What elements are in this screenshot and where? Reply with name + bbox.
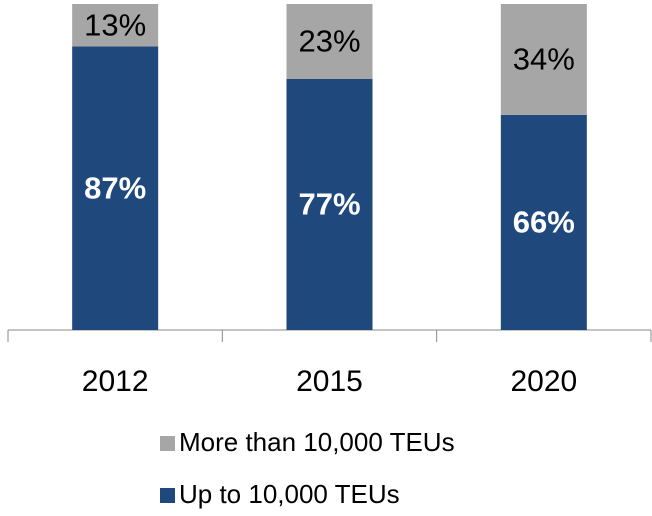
x-tick-label: 2012: [82, 365, 149, 398]
data-label: 23%: [298, 24, 360, 59]
bar-segment: [500, 4, 587, 115]
bar-segment: [72, 46, 159, 330]
x-tick-label: 2020: [510, 365, 577, 398]
x-tick-label: 2015: [296, 365, 363, 398]
bar-segment: [72, 4, 159, 47]
data-label: 87%: [84, 170, 146, 205]
bar-segment: [500, 114, 587, 330]
bar-segment: [286, 78, 373, 330]
legend-swatch: [160, 436, 175, 451]
bar-segment: [286, 4, 373, 79]
data-label: 66%: [513, 205, 575, 240]
data-label: 77%: [298, 187, 360, 222]
legend-swatch: [160, 488, 175, 503]
data-label: 13%: [84, 7, 146, 42]
data-label: 34%: [513, 42, 575, 77]
legend-label: More than 10,000 TEUs: [179, 427, 455, 457]
legend-label: Up to 10,000 TEUs: [179, 479, 400, 509]
